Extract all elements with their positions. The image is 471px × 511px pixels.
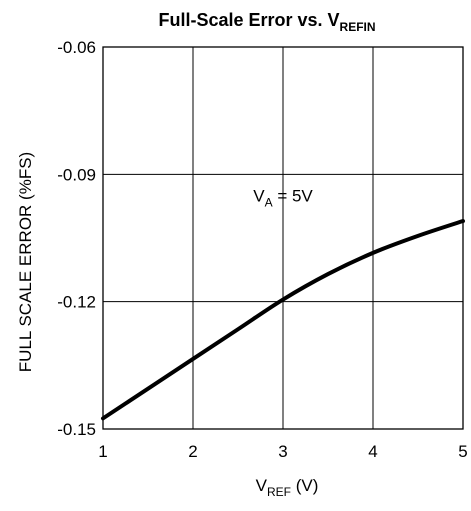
- x-tick-label-1: 2: [188, 442, 197, 461]
- plot-frame: [102, 46, 464, 430]
- chart-title-sub: REFIN: [340, 20, 376, 34]
- chart-title-main: Full-Scale Error vs. V: [158, 10, 339, 30]
- x-tick-label-2: 3: [278, 442, 287, 461]
- chart-title: Full-Scale Error vs. VREFIN: [158, 10, 375, 34]
- series-line-0: [101, 219, 465, 421]
- x-axis-title-rest: (V): [291, 476, 318, 495]
- y-tick-label-2: -0.12: [57, 293, 96, 312]
- y-tick-labels: -0.06 -0.09 -0.12 -0.15: [57, 38, 96, 439]
- y-tick-label-0: -0.06: [57, 38, 96, 57]
- annotation-sub: A: [265, 196, 273, 210]
- x-tick-label-4: 5: [458, 442, 467, 461]
- x-axis-title-sub: REF: [267, 485, 291, 499]
- series-layer: [101, 219, 465, 421]
- x-tick-label-3: 4: [368, 442, 377, 461]
- x-axis-title: VREF (V): [256, 476, 319, 499]
- y-tick-label-1: -0.09: [57, 165, 96, 184]
- x-tick-labels: 1 2 3 4 5: [98, 442, 467, 461]
- x-axis-title-main: V: [256, 476, 268, 495]
- annotation-rest: = 5V: [273, 187, 314, 206]
- y-tick-label-3: -0.15: [57, 420, 96, 439]
- annotation-main: V: [253, 187, 265, 206]
- y-axis-title: FULL SCALE ERROR (%FS): [16, 152, 35, 372]
- curve-annotation: VA = 5V: [253, 187, 313, 210]
- x-tick-label-0: 1: [98, 442, 107, 461]
